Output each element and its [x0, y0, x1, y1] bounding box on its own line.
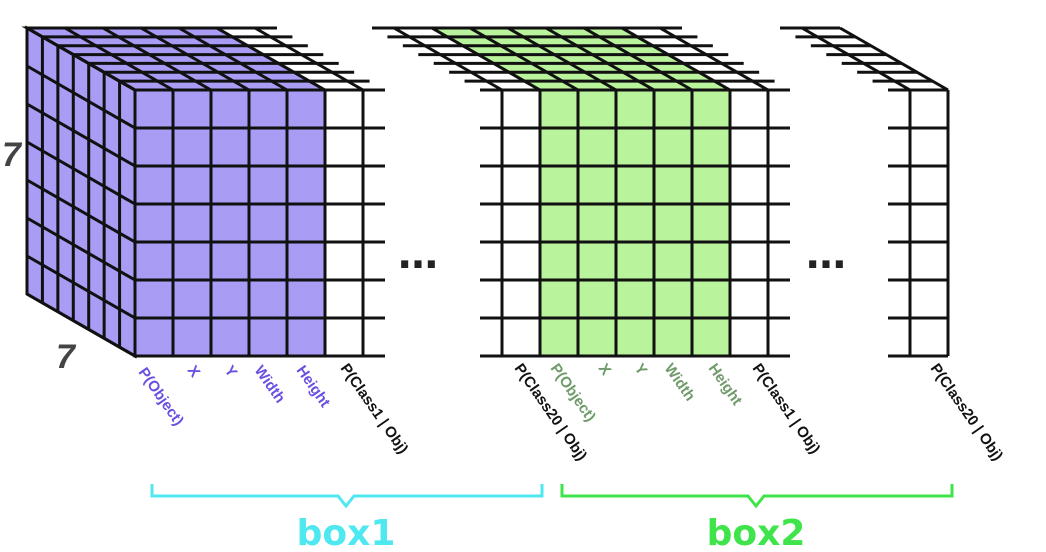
grid-depth-label: 7	[56, 338, 77, 376]
box2-brace	[560, 484, 954, 509]
ellipsis-box2: …	[806, 232, 846, 278]
box2-label-class1: P(Class1 | Obj)	[749, 361, 824, 458]
box1-label-class1: P(Class1 | Obj)	[337, 361, 412, 458]
box2-class20-block	[780, 26, 950, 358]
box1-label-width: Width	[251, 363, 289, 407]
box1-class-block	[216, 26, 385, 358]
box1-label-y: Y	[221, 363, 241, 381]
cube-front-face	[133, 88, 327, 358]
box2-class1-block	[621, 26, 790, 358]
box1-label-p-object: P(Object)	[135, 365, 187, 429]
box2-label: box2	[707, 513, 806, 552]
box1-label-height: Height	[293, 363, 334, 411]
box2-label-y: Y	[631, 361, 651, 379]
box2-label-height: Height	[705, 361, 746, 409]
box1-brace	[150, 484, 544, 509]
box2-bbox-block	[431, 26, 732, 358]
box1-class20-block	[372, 26, 542, 358]
box1-label-x: X	[184, 363, 204, 381]
box1-label: box1	[297, 513, 396, 552]
box2-label-class20: P(Class20 | Obj)	[927, 361, 1006, 464]
grid-height-label: 7	[2, 136, 23, 174]
box2-label-width: Width	[661, 361, 699, 405]
box2-label-x: X	[595, 361, 615, 379]
box1-bbox-block	[21, 25, 331, 359]
ellipsis-box1: …	[398, 232, 438, 278]
